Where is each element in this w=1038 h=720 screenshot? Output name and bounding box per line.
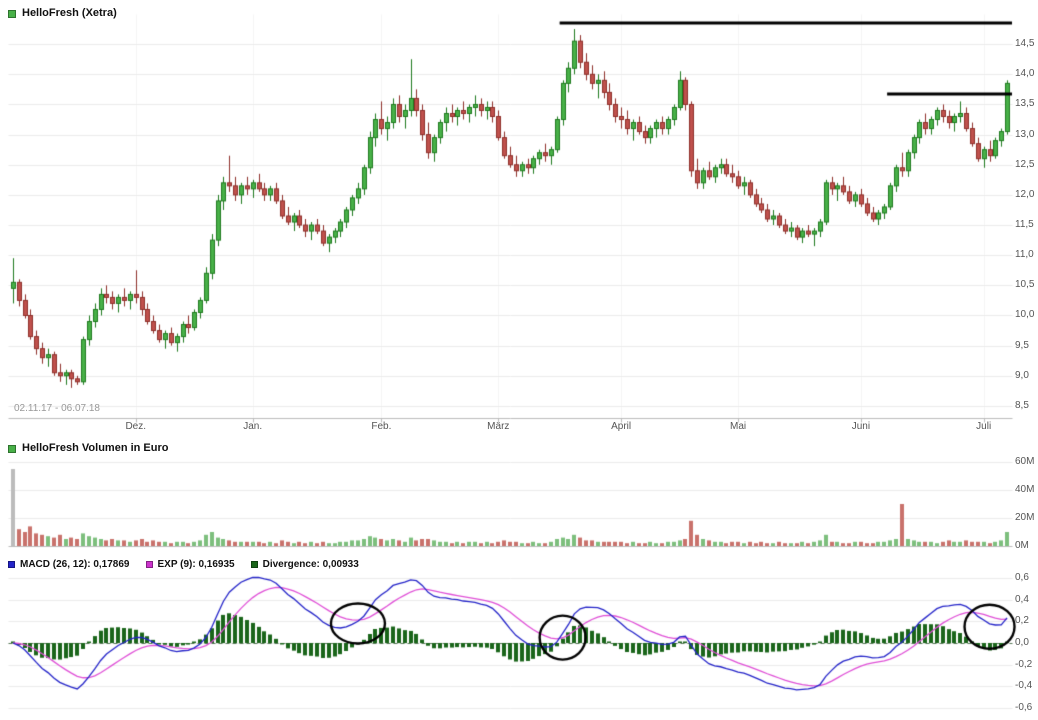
chart-canvas[interactable] bbox=[0, 0, 1038, 720]
stock-chart-app: HelloFresh (Xetra) 02.11.17 - 06.07.18 H… bbox=[0, 0, 1038, 720]
